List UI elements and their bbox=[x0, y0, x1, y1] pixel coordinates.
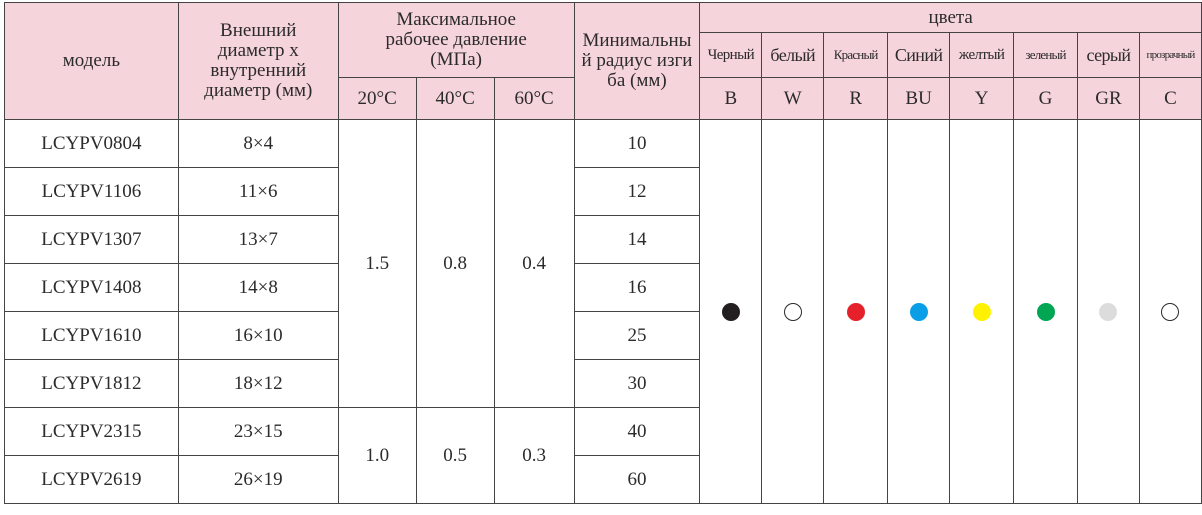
radius-cell: 14 bbox=[573, 215, 701, 264]
size-cell: 16×10 bbox=[177, 311, 339, 360]
radius-cell: 10 bbox=[573, 119, 701, 168]
spec-table: модель Внешний диаметр х внутренний диам… bbox=[4, 2, 1202, 504]
color-name-g: зеленый bbox=[1013, 32, 1078, 78]
temp-60: 60°C bbox=[493, 77, 575, 120]
table-row: LCYPV1812 18×12 30 bbox=[4, 359, 1202, 408]
color-code-c: C bbox=[1138, 77, 1202, 120]
color-dot-icon bbox=[783, 303, 802, 322]
size-cell: 18×12 bbox=[177, 359, 339, 408]
size-cell: 14×8 bbox=[177, 263, 339, 312]
model-cell: LCYPV1610 bbox=[4, 311, 179, 360]
color-name-b: Черный bbox=[699, 32, 763, 78]
temp-40: 40°C bbox=[415, 77, 495, 120]
size-cell: 11×6 bbox=[177, 167, 339, 216]
spec-table-body: LCYPV0804 8×4 1.5 0.8 0.4 10 LCYPV1106 11×6 12 LC… bbox=[4, 119, 1202, 504]
color-availability-b bbox=[699, 119, 763, 504]
color-availability-gr bbox=[1077, 119, 1140, 504]
table-row: LCYPV1307 13×7 14 bbox=[4, 215, 1202, 264]
color-dot-icon bbox=[1099, 303, 1118, 322]
table-row: LCYPV0804 8×4 1.5 0.8 0.4 10 bbox=[4, 119, 1202, 504]
radius-cell: 12 bbox=[573, 167, 701, 216]
color-availability-w bbox=[761, 119, 825, 504]
color-name-bu: Синий bbox=[887, 32, 951, 78]
radius-cell: 25 bbox=[573, 311, 701, 360]
size-cell: 8×4 bbox=[177, 119, 339, 168]
pressure-cell: 1.0 bbox=[337, 407, 417, 504]
color-name-y: желтый bbox=[949, 32, 1015, 78]
model-cell: LCYPV2619 bbox=[4, 455, 179, 504]
radius-cell: 30 bbox=[573, 359, 701, 408]
header-radius: Минимальный радиус изгиба (мм) bbox=[573, 2, 701, 120]
model-cell: LCYPV2315 bbox=[4, 407, 179, 456]
color-dot-icon bbox=[1161, 303, 1180, 322]
color-code-gr: GR bbox=[1077, 77, 1140, 120]
color-availability-g bbox=[1013, 119, 1078, 504]
size-cell: 23×15 bbox=[177, 407, 339, 456]
pressure-cell: 0.4 bbox=[493, 119, 575, 408]
color-dot-icon bbox=[909, 303, 928, 322]
pressure-cell: 0.5 bbox=[415, 407, 495, 504]
header-colors: цвета bbox=[699, 2, 1202, 33]
color-name-w: белый bbox=[761, 32, 825, 78]
pressure-cell: 0.3 bbox=[493, 407, 575, 504]
color-name-c: прозрачный bbox=[1138, 32, 1202, 78]
color-code-bu: BU bbox=[887, 77, 951, 120]
color-code-b: B bbox=[699, 77, 763, 120]
color-name-gr: серый bbox=[1077, 32, 1140, 78]
color-dot-icon bbox=[972, 303, 991, 322]
spec-table-wrapper: модель Внешний диаметр х внутренний диам… bbox=[4, 2, 1202, 504]
table-row: LCYPV2619 26×19 60 bbox=[4, 455, 1202, 504]
pressure-cell: 1.5 bbox=[337, 119, 417, 408]
temp-20: 20°C bbox=[337, 77, 417, 120]
color-dot-icon bbox=[846, 303, 865, 322]
color-name-r: Красный bbox=[823, 32, 889, 78]
color-dot-icon bbox=[1036, 303, 1055, 322]
color-code-y: Y bbox=[949, 77, 1015, 120]
color-name-row: Черный белый Красный Синий желтый зеленый серы… bbox=[5, 32, 1202, 78]
radius-cell: 40 bbox=[573, 407, 701, 456]
radius-cell: 60 bbox=[573, 455, 701, 504]
model-cell: LCYPV1812 bbox=[4, 359, 179, 408]
model-cell: LCYPV1307 bbox=[4, 215, 179, 264]
color-code-w: W bbox=[761, 77, 825, 120]
table-row: LCYPV1408 14×8 16 bbox=[4, 263, 1202, 312]
model-cell: LCYPV1408 bbox=[4, 263, 179, 312]
color-dot-icon bbox=[721, 303, 740, 322]
radius-cell: 16 bbox=[573, 263, 701, 312]
color-code-g: G bbox=[1013, 77, 1078, 120]
color-availability-y bbox=[949, 119, 1015, 504]
temp-code-row: 20°C 40°C 60°C B W R BU Y G GR C bbox=[5, 77, 1202, 120]
model-cell: LCYPV1106 bbox=[4, 167, 179, 216]
header-pressure: Максимальное рабочее давление (МПа) bbox=[337, 2, 575, 78]
color-availability-bu bbox=[887, 119, 951, 504]
pressure-cell: 0.8 bbox=[415, 119, 495, 408]
header-diameter: Внешний диаметр х внутренний диаметр (мм… bbox=[177, 2, 339, 120]
color-code-r: R bbox=[823, 77, 889, 120]
size-cell: 26×19 bbox=[177, 455, 339, 504]
table-row: LCYPV2315 23×15 1.0 0.5 0.3 40 bbox=[4, 407, 1202, 504]
color-availability-c bbox=[1138, 119, 1202, 504]
header-model: модель bbox=[4, 2, 179, 120]
color-availability-r bbox=[823, 119, 889, 504]
size-cell: 13×7 bbox=[177, 215, 339, 264]
model-cell: LCYPV0804 bbox=[4, 119, 179, 168]
